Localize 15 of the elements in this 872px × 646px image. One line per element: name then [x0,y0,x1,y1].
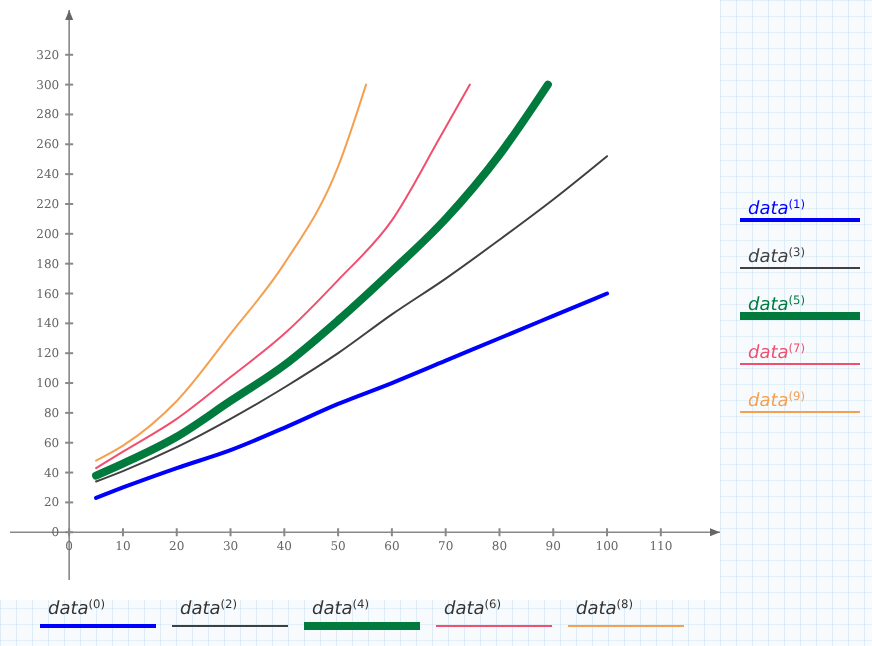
text: data$^{(4)}$ [312,598,370,620]
text: data$^{(7)}$ [748,342,806,364]
text: data$^{(0)}$ [48,598,106,620]
text: data$^{(3)}$ [748,246,806,268]
text: data$^{(8)}$ [576,598,634,620]
text: data$^{(6)}$ [444,598,502,620]
line-series [95,83,368,462]
text: data$^{(5)}$ [748,294,806,316]
line-series [94,291,610,500]
line-series [92,80,552,480]
line-series [95,83,471,470]
text: data$^{(2)}$ [180,598,238,620]
text: data$^{(9)}$ [748,390,806,412]
line-series [95,155,609,483]
text: data$^{(1)}$ [748,198,806,220]
